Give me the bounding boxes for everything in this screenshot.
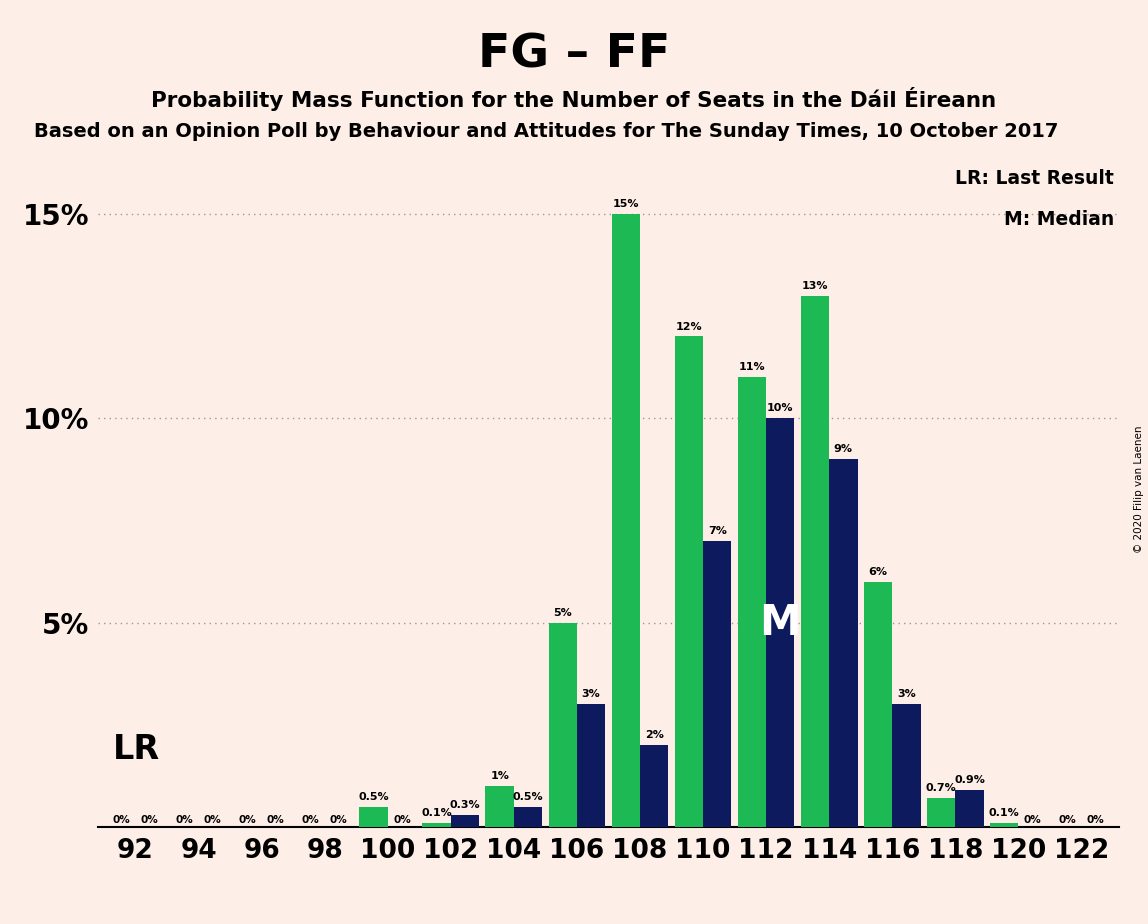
Text: 0.5%: 0.5% xyxy=(358,792,389,802)
Bar xyxy=(577,704,605,827)
Text: 7%: 7% xyxy=(708,526,727,536)
Text: 10%: 10% xyxy=(767,403,793,413)
Bar xyxy=(955,790,984,827)
Bar xyxy=(801,296,829,827)
Text: 0.3%: 0.3% xyxy=(450,800,480,809)
Text: 0%: 0% xyxy=(302,815,319,825)
Text: 0.7%: 0.7% xyxy=(925,784,956,794)
Text: M: Median: M: Median xyxy=(1004,210,1115,229)
Text: 15%: 15% xyxy=(613,199,639,209)
Bar xyxy=(766,419,794,827)
Bar xyxy=(612,213,639,827)
Text: Probability Mass Function for the Number of Seats in the Dáil Éireann: Probability Mass Function for the Number… xyxy=(152,87,996,111)
Text: 2%: 2% xyxy=(645,730,664,740)
Text: 0%: 0% xyxy=(113,815,130,825)
Text: 0%: 0% xyxy=(329,815,348,825)
Text: 0%: 0% xyxy=(1058,815,1076,825)
Text: M: M xyxy=(760,602,801,644)
Text: 0%: 0% xyxy=(239,815,256,825)
Text: 0.1%: 0.1% xyxy=(421,808,452,818)
Text: 5%: 5% xyxy=(553,608,572,617)
Text: 3%: 3% xyxy=(582,689,600,699)
Text: 0%: 0% xyxy=(141,815,158,825)
Text: 0%: 0% xyxy=(1024,815,1041,825)
Text: 0%: 0% xyxy=(266,815,285,825)
Text: 1%: 1% xyxy=(490,772,509,781)
Text: 0%: 0% xyxy=(1087,815,1104,825)
Text: 0.1%: 0.1% xyxy=(988,808,1019,818)
Bar xyxy=(990,823,1018,827)
Bar xyxy=(926,798,955,827)
Text: 0.9%: 0.9% xyxy=(954,775,985,785)
Bar xyxy=(864,582,892,827)
Text: LR: Last Result: LR: Last Result xyxy=(955,169,1115,188)
Bar xyxy=(675,336,703,827)
Text: 13%: 13% xyxy=(801,281,828,291)
Text: © 2020 Filip van Laenen: © 2020 Filip van Laenen xyxy=(1134,426,1143,553)
Text: Based on an Opinion Poll by Behaviour and Attitudes for The Sunday Times, 10 Oct: Based on an Opinion Poll by Behaviour an… xyxy=(34,122,1058,141)
Text: 3%: 3% xyxy=(897,689,916,699)
Bar xyxy=(829,459,858,827)
Text: 0.5%: 0.5% xyxy=(513,792,543,802)
Bar xyxy=(451,815,479,827)
Bar xyxy=(486,786,514,827)
Bar xyxy=(738,377,766,827)
Text: 0%: 0% xyxy=(176,815,193,825)
Text: 12%: 12% xyxy=(675,322,703,332)
Bar xyxy=(703,541,731,827)
Bar xyxy=(514,807,542,827)
Text: 6%: 6% xyxy=(869,566,887,577)
Text: 0%: 0% xyxy=(204,815,222,825)
Text: 11%: 11% xyxy=(738,362,766,372)
Bar xyxy=(359,807,388,827)
Text: LR: LR xyxy=(114,733,161,766)
Bar xyxy=(639,746,668,827)
Bar xyxy=(892,704,921,827)
Text: 0%: 0% xyxy=(393,815,411,825)
Text: 9%: 9% xyxy=(833,444,853,455)
Text: FG – FF: FG – FF xyxy=(478,32,670,78)
Bar xyxy=(422,823,451,827)
Bar xyxy=(549,623,577,827)
